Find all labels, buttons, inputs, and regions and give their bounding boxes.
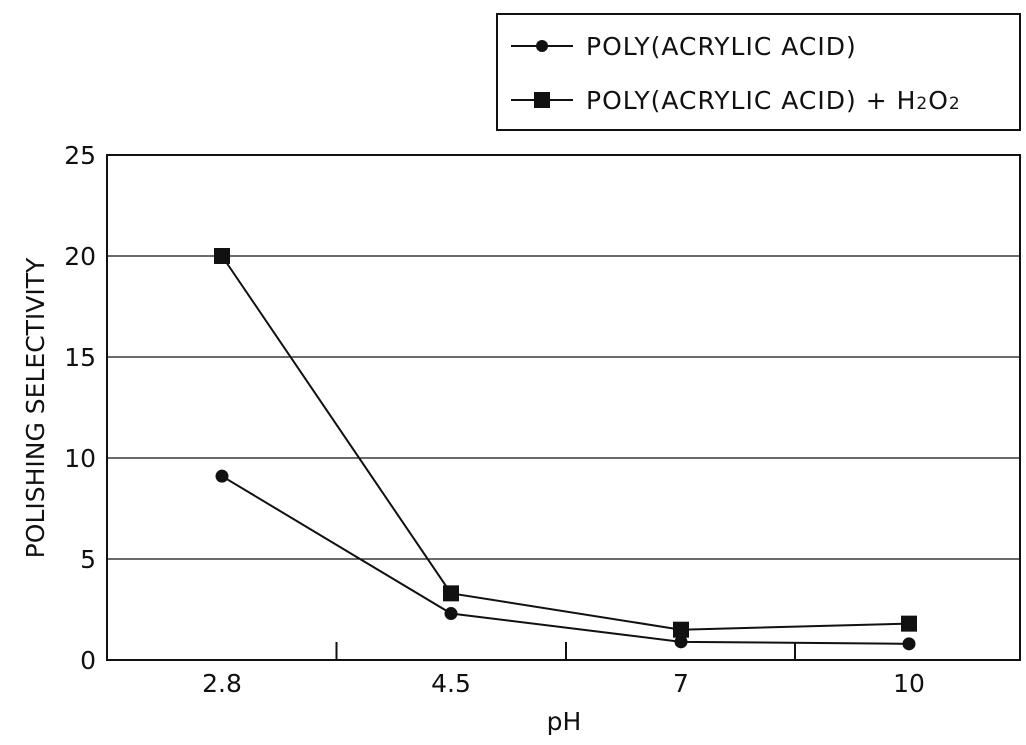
y-tick-label: 20 xyxy=(64,242,96,271)
legend-sub-2: 2 xyxy=(916,94,928,114)
x-tick-label: 4.5 xyxy=(431,669,471,698)
data-point-circle xyxy=(903,637,916,650)
series-line-1 xyxy=(222,476,909,644)
legend-label-1: POLY(ACRYLIC ACID) xyxy=(586,32,857,61)
y-tick-label: 0 xyxy=(80,646,96,675)
data-point-square xyxy=(214,248,230,264)
y-tick-labels: 0 5 10 15 20 25 xyxy=(64,141,96,675)
data-point-square xyxy=(443,585,459,601)
grid xyxy=(107,256,1020,559)
y-tick-label: 25 xyxy=(64,141,96,170)
y-tick-label: 15 xyxy=(64,343,96,372)
legend-circle-marker xyxy=(536,40,548,52)
series-layer xyxy=(214,248,917,650)
legend-label-2: POLY(ACRYLIC ACID) + H2O2 xyxy=(586,86,961,115)
legend-label-2-main: POLY(ACRYLIC ACID) + H xyxy=(586,86,916,115)
x-tick-label: 2.8 xyxy=(202,669,242,698)
y-axis-label: POLISHING SELECTIVITY xyxy=(21,257,50,558)
data-point-circle xyxy=(445,607,458,620)
legend-square-marker xyxy=(534,92,550,108)
legend: POLY(ACRYLIC ACID) POLY(ACRYLIC ACID) + … xyxy=(497,14,1020,130)
data-point-square xyxy=(673,622,689,638)
data-point-square xyxy=(901,616,917,632)
plot-frame xyxy=(107,155,1020,660)
x-axis-label: pH xyxy=(547,707,582,736)
x-ticks xyxy=(337,642,796,660)
y-tick-label: 10 xyxy=(64,444,96,473)
x-tick-labels: 2.8 4.5 7 10 xyxy=(202,669,925,698)
y-tick-label: 5 xyxy=(80,545,96,574)
x-tick-label: 7 xyxy=(673,669,689,698)
data-point-circle xyxy=(216,470,229,483)
x-tick-label: 10 xyxy=(893,669,925,698)
legend-sub-2b: 2 xyxy=(949,94,961,114)
series-line-2 xyxy=(222,256,909,630)
legend-label-2-o: O xyxy=(928,86,949,115)
